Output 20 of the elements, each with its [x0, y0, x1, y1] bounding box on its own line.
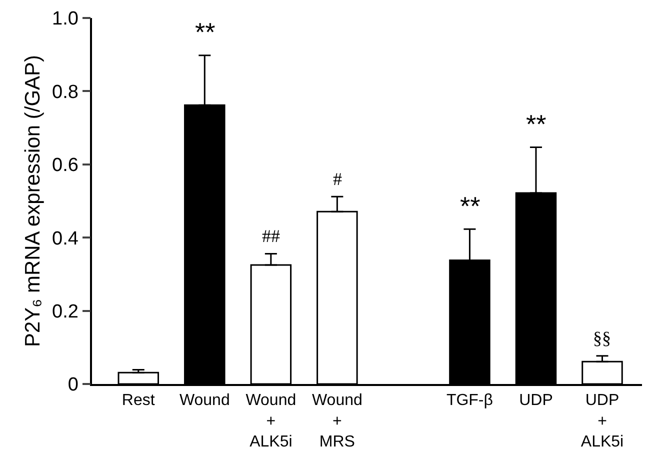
- x-tick-label: UDP + ALK5i: [580, 392, 624, 451]
- x-tick-label: Wound: [179, 392, 230, 409]
- annotation: ##: [262, 226, 280, 246]
- x-tick-label: Rest: [122, 392, 156, 409]
- annotation: **: [195, 17, 216, 47]
- y-tick-label: 0.8: [52, 82, 78, 103]
- x-tick-label: UDP: [519, 392, 553, 409]
- y-tick-label: 0.6: [52, 155, 78, 176]
- x-tick-label: Wound + ALK5i: [246, 392, 296, 451]
- annotation: §§: [593, 328, 611, 348]
- y-tick-label: 0.2: [52, 301, 78, 322]
- annotation: **: [460, 191, 480, 221]
- x-tick-label: TGF-β: [446, 392, 493, 409]
- y-tick-label: 1.0: [52, 8, 78, 30]
- y-axis-title: P2Y₆ mRNA expression (/GAP): [22, 54, 44, 348]
- annotation: #: [333, 169, 342, 189]
- y-tick-label: 0.4: [52, 228, 79, 250]
- annotation: **: [526, 109, 546, 139]
- y-tick-label: 0: [68, 374, 78, 396]
- x-tick-label: Wound + MRS: [312, 392, 362, 451]
